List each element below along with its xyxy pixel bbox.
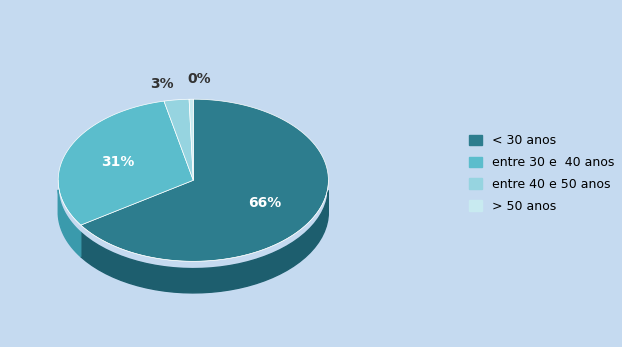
Polygon shape bbox=[81, 191, 328, 293]
Polygon shape bbox=[81, 99, 328, 261]
Polygon shape bbox=[189, 99, 193, 180]
Text: 0%: 0% bbox=[187, 72, 211, 86]
Text: 3%: 3% bbox=[150, 77, 174, 91]
Polygon shape bbox=[58, 101, 193, 225]
Legend: < 30 anos, entre 30 e  40 anos, entre 40 e 50 anos, > 50 anos: < 30 anos, entre 30 e 40 anos, entre 40 … bbox=[465, 129, 620, 218]
Text: 66%: 66% bbox=[248, 196, 281, 210]
Polygon shape bbox=[58, 190, 81, 257]
Polygon shape bbox=[164, 99, 193, 180]
Text: 31%: 31% bbox=[101, 155, 135, 169]
